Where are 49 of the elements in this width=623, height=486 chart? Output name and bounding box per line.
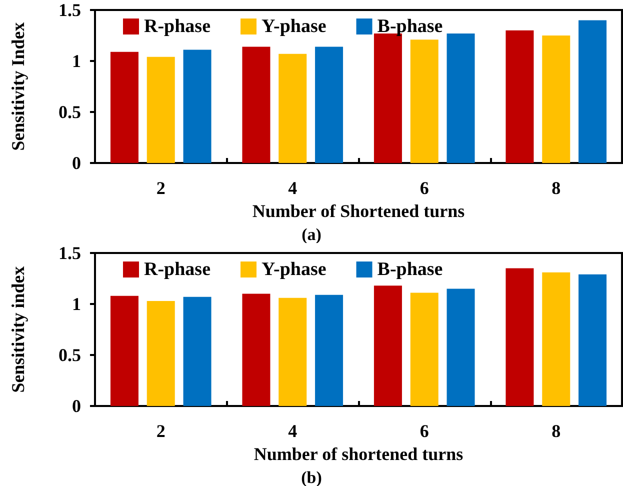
legend-label: R-phase [144, 16, 211, 37]
bar [542, 36, 570, 163]
bar [506, 30, 534, 163]
x-tick-label: 6 [420, 421, 429, 441]
bar [278, 54, 307, 163]
y-tick-label: 1.5 [58, 243, 81, 263]
bar [446, 288, 475, 406]
y-tick-label: 0 [72, 396, 81, 416]
bar [506, 268, 534, 406]
x-axis-title: Number of shortened turns [254, 444, 464, 464]
bar [110, 296, 138, 406]
bar [146, 300, 175, 406]
legend-label: R-phase [144, 259, 211, 280]
x-axis-title: Number of Shortened turns [252, 200, 465, 221]
x-tick-label: 2 [156, 178, 166, 198]
bar [374, 286, 402, 406]
x-tick-label: 8 [552, 178, 561, 198]
legend-label: B-phase [377, 16, 443, 37]
x-tick-label: 2 [156, 421, 166, 441]
legend-label: B-phase [377, 259, 443, 280]
bar [242, 46, 270, 163]
bar [110, 52, 138, 163]
bar [315, 294, 344, 406]
x-tick-label: 6 [420, 178, 429, 198]
x-tick-label: 4 [288, 421, 298, 441]
y-tick-label: 1.5 [58, 0, 81, 20]
y-tick-label: 1 [72, 51, 81, 71]
x-tick-label: 8 [552, 421, 561, 441]
bar [542, 272, 570, 406]
bar [183, 50, 212, 163]
y-tick-label: 0.5 [58, 345, 81, 365]
y-axis-title: Sensitivity Index [8, 22, 28, 151]
bar [242, 294, 270, 406]
legend-label: Y-phase [262, 259, 326, 280]
bar [578, 20, 607, 163]
bar [578, 274, 607, 406]
legend-label: Y-phase [262, 16, 326, 37]
y-tick-label: 0.5 [58, 102, 81, 122]
bar [315, 46, 344, 163]
y-tick-label: 0 [72, 153, 81, 173]
bar [410, 292, 438, 406]
bar [183, 296, 212, 406]
bar [278, 298, 307, 406]
y-tick-label: 1 [72, 294, 81, 314]
bar [146, 56, 175, 163]
x-tick-label: 4 [288, 178, 298, 198]
bar [446, 33, 475, 163]
bar [410, 40, 438, 163]
y-axis-title: Sensitivity index [8, 266, 28, 393]
